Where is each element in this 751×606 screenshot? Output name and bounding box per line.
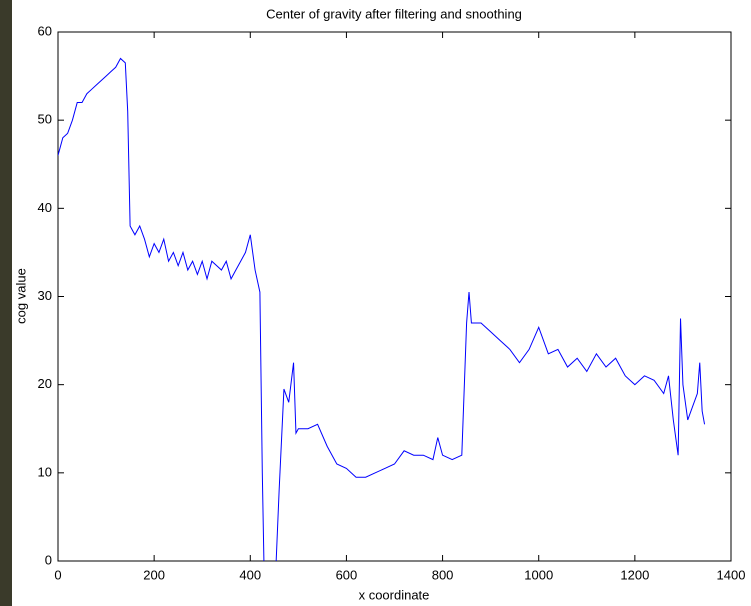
- x-tick-label: 1400: [717, 567, 746, 582]
- x-tick-label: 200: [143, 567, 165, 582]
- y-tick-label: 60: [38, 23, 52, 38]
- chart-title: Center of gravity after filtering and sn…: [266, 6, 522, 21]
- x-tick-label: 1200: [620, 567, 649, 582]
- y-axis-label: cog value: [13, 268, 28, 324]
- plot-box: [57, 31, 732, 562]
- y-tick-label: 0: [45, 552, 52, 567]
- x-axis-label: x coordinate: [359, 587, 430, 602]
- x-tick-label: 800: [432, 567, 454, 582]
- y-tick-label: 10: [38, 464, 52, 479]
- y-tick-label: 20: [38, 376, 52, 391]
- background-strip: [0, 0, 12, 606]
- data-line: [58, 57, 706, 561]
- x-tick-label: 400: [239, 567, 261, 582]
- y-tick-label: 50: [38, 112, 52, 127]
- x-tick-label: 1000: [524, 567, 553, 582]
- x-tick-label: 0: [54, 567, 61, 582]
- y-tick-label: 40: [38, 200, 52, 215]
- x-tick-label: 600: [336, 567, 358, 582]
- y-tick-label: 30: [38, 288, 52, 303]
